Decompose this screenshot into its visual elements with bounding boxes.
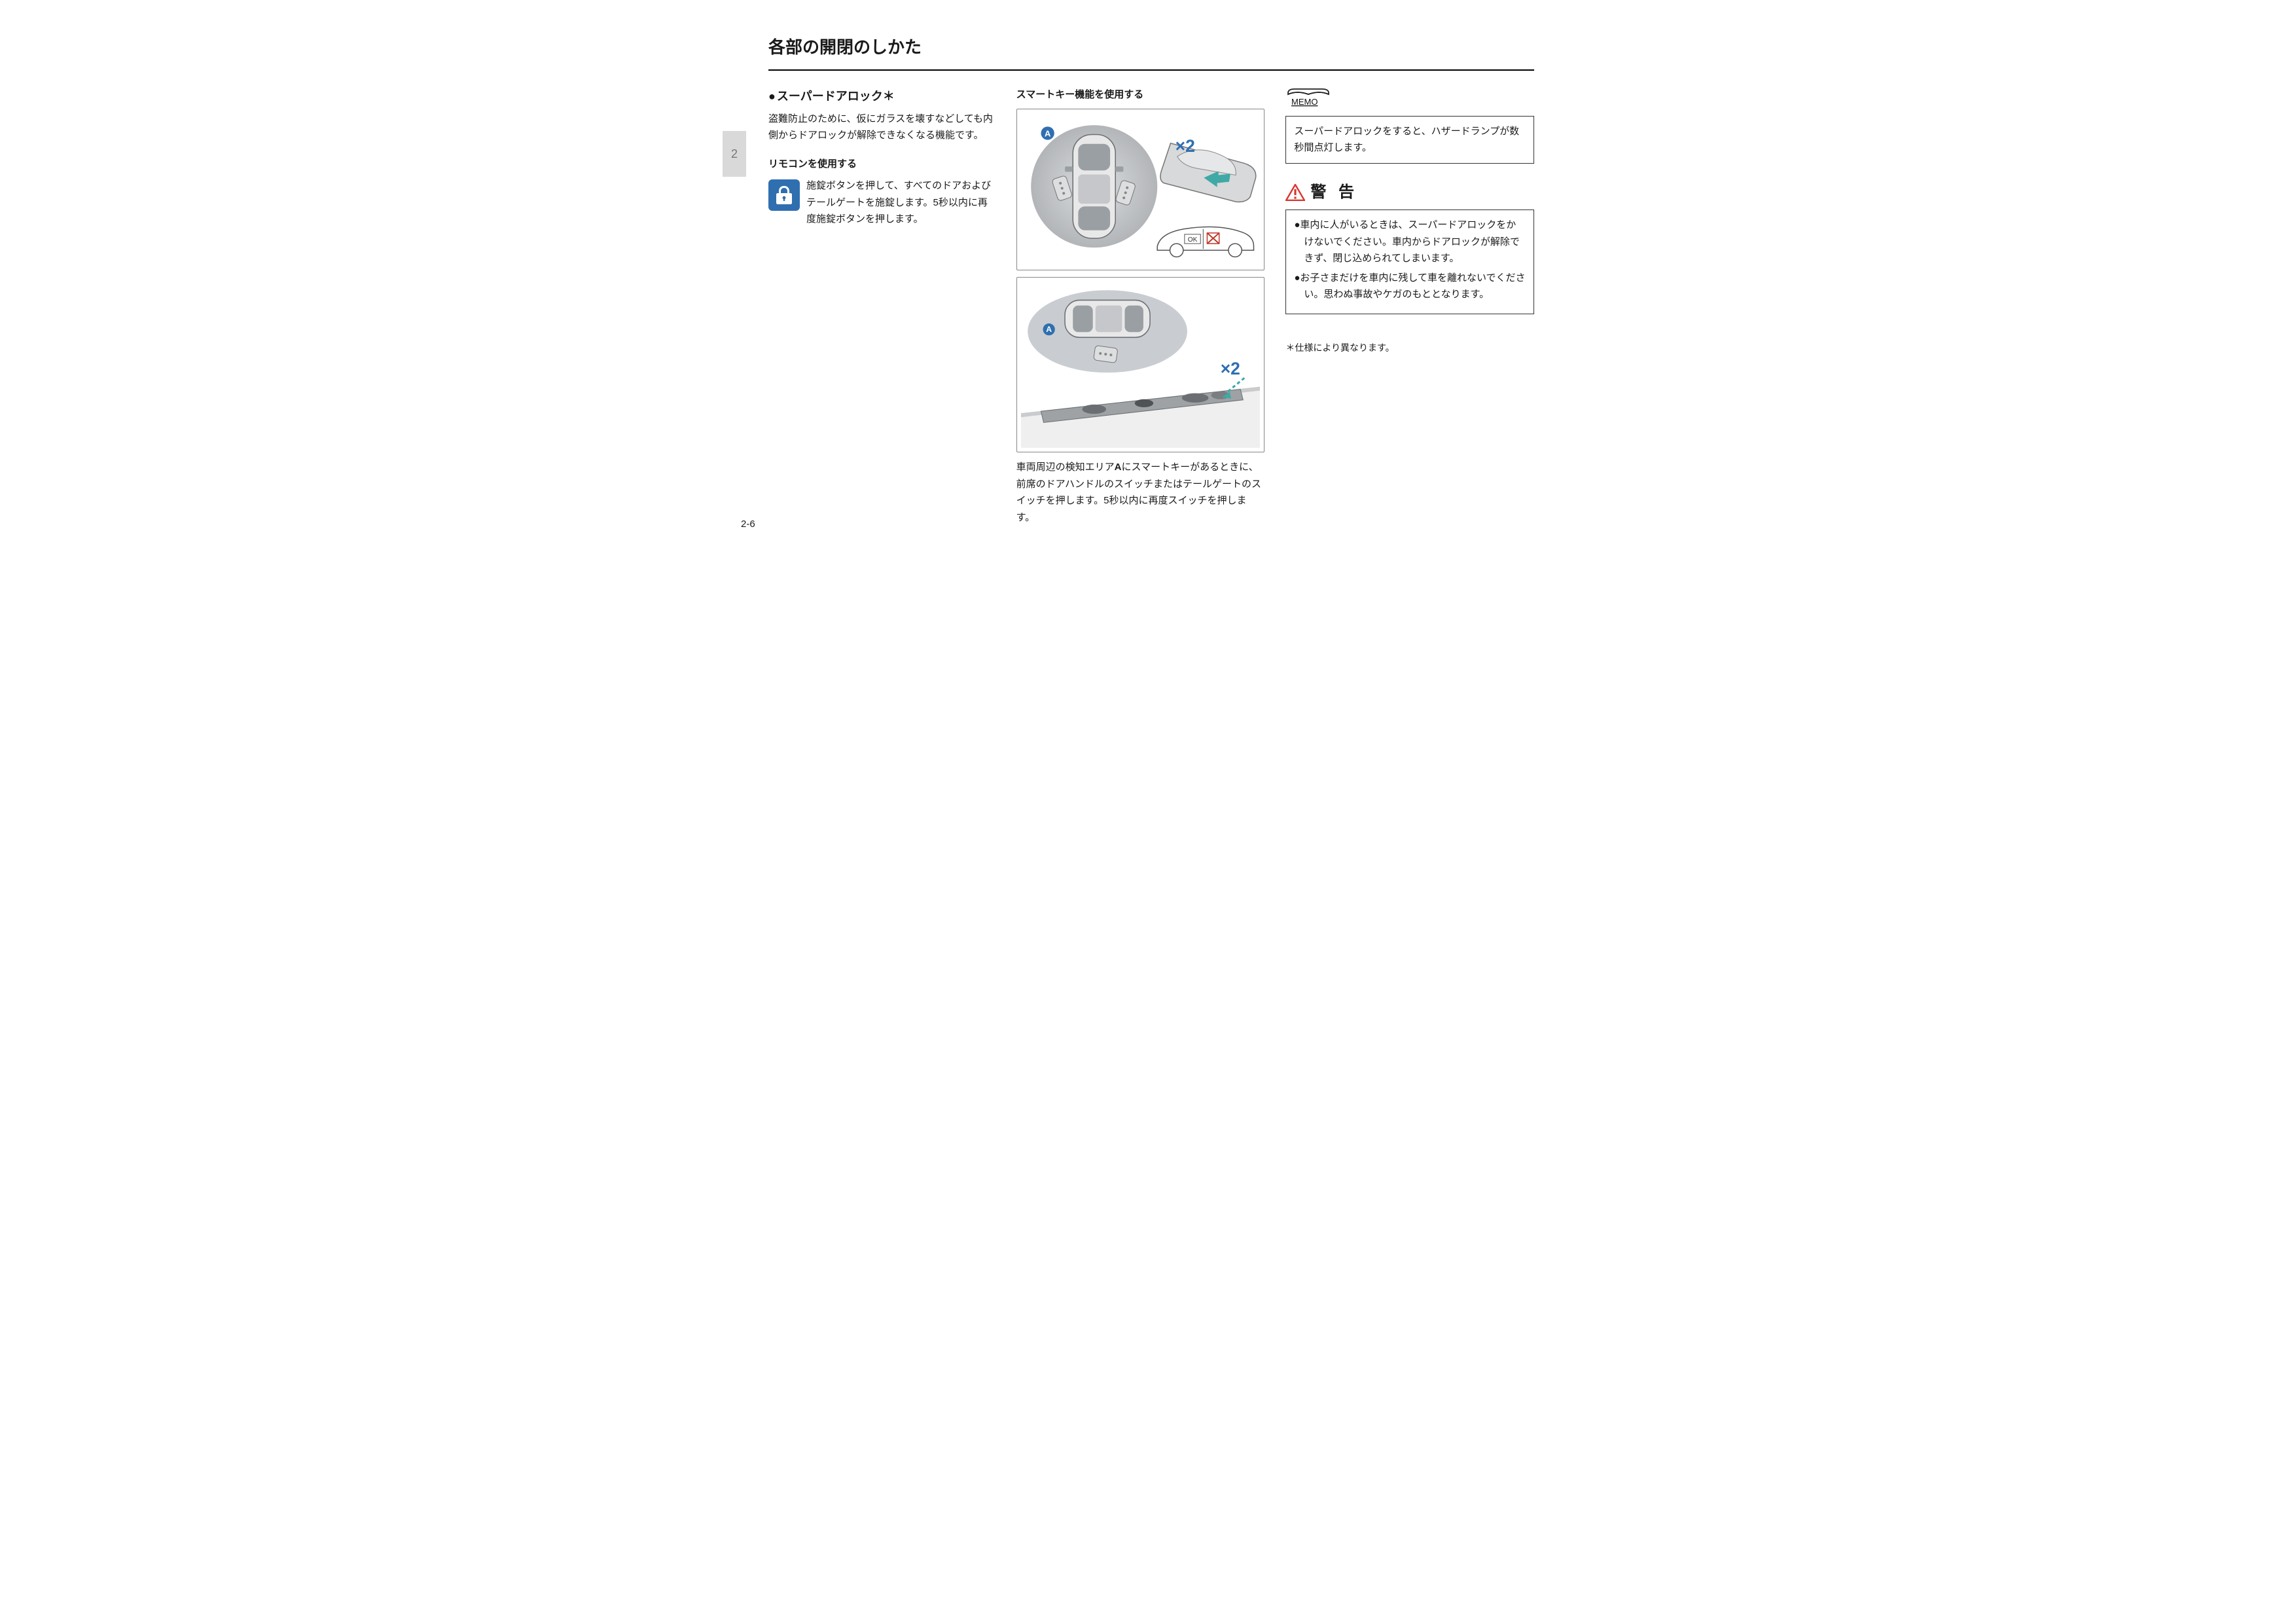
- figure-smartkey-tailgate: A ×2: [1016, 277, 1265, 452]
- lock-instruction-row: 施錠ボタンを押して、すべてのドアおよびテールゲートを施錠します。5秒以内に再度施…: [768, 177, 996, 228]
- footnote: ＊仕様により異なります。: [1285, 340, 1534, 356]
- page-number: 2-6: [741, 516, 755, 533]
- heading-star: ＊: [883, 90, 895, 103]
- times2-label-1: ×2: [1175, 136, 1194, 156]
- caption-pre: 車両周辺の検知エリア: [1016, 462, 1115, 473]
- lock-icon: [768, 179, 800, 211]
- column-left: スーパードアロック＊ 盗難防止のために、仮にガラスを壊すなどしても内側からドアロ…: [768, 86, 996, 526]
- warning-item-2: お子さまだけを車内に残して車を離れないでください。思わぬ事故やケガのもととなりま…: [1294, 270, 1526, 303]
- warning-label: 警 告: [1310, 179, 1358, 206]
- heading-text: スーパードアロック: [768, 90, 883, 103]
- lock-instruction-text: 施錠ボタンを押して、すべてのドアおよびテールゲートを施錠します。5秒以内に再度施…: [806, 177, 996, 228]
- warning-box: 車内に人がいるときは、スーパードアロックをかけないでください。車内からドアロック…: [1285, 210, 1534, 314]
- marker-a-label-2: A: [1046, 325, 1052, 334]
- ok-label: OK: [1187, 236, 1197, 244]
- column-middle: スマートキー機能を使用する: [1016, 86, 1265, 526]
- remote-sub-heading: リモコンを使用する: [768, 156, 996, 173]
- marker-a-label: A: [1045, 128, 1051, 138]
- super-door-lock-heading: スーパードアロック＊: [768, 86, 996, 107]
- smartkey-heading: スマートキー機能を使用する: [1016, 86, 1265, 103]
- memo-label: MEMO: [1291, 97, 1318, 107]
- memo-icon: MEMO: [1285, 86, 1534, 113]
- times2-label-2: ×2: [1220, 359, 1240, 379]
- caption-a: A: [1115, 462, 1122, 473]
- intro-text: 盗難防止のために、仮にガラスを壊すなどしても内側からドアロックが解除できなくなる…: [768, 111, 996, 144]
- chapter-tab: 2: [723, 131, 746, 177]
- page-title: 各部の開閉のしかた: [768, 33, 1534, 71]
- warning-title: 警 告: [1285, 179, 1534, 206]
- chapter-number: 2: [731, 144, 738, 164]
- column-right: MEMO スーパードアロックをすると、ハザードランプが数秒間点灯します。 警 告…: [1285, 86, 1534, 526]
- memo-text: スーパードアロックをすると、ハザードランプが数秒間点灯します。: [1294, 126, 1519, 154]
- memo-box: スーパードアロックをすると、ハザードランプが数秒間点灯します。: [1285, 116, 1534, 164]
- smartkey-caption: 車両周辺の検知エリアAにスマートキーがあるときに、前席のドアハンドルのスイッチま…: [1016, 459, 1265, 526]
- warning-item-1: 車内に人がいるときは、スーパードアロックをかけないでください。車内からドアロック…: [1294, 217, 1526, 267]
- warning-triangle-icon: [1285, 184, 1305, 201]
- figure-smartkey-door: A ×2: [1016, 109, 1265, 271]
